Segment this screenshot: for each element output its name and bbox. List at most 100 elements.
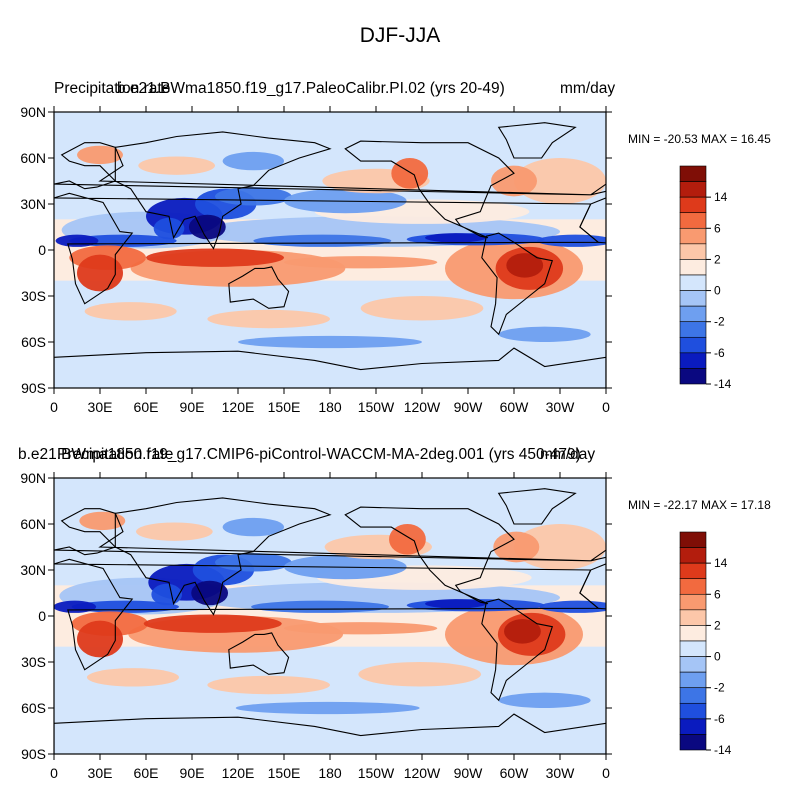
panel-2-colorbar-swatch (679, 609, 707, 626)
panel-1-coast-greenland (497, 122, 577, 159)
panel-2-lon-label: 60E (134, 765, 159, 781)
panel-1-coast-africa-wrap (579, 197, 606, 244)
panel-1-coast-namerica (344, 140, 515, 239)
panel-1-precip-blob (77, 145, 123, 165)
panel-2-coast-namerica (344, 506, 515, 605)
panel-1-lon-label: 30W (546, 399, 576, 415)
panel-1-lon-label: 90W (454, 399, 484, 415)
panel-2-coast-africa-wrap (579, 563, 606, 610)
panel-2-coast-samerica (481, 598, 554, 702)
panel-2-precip-blob (215, 553, 292, 572)
panel-1-lat-label: 30N (20, 196, 46, 212)
panel-2-lon-label: 90W (454, 765, 484, 781)
panel-1-precip-blob (498, 326, 591, 342)
panel-2-precip-blob (235, 701, 420, 715)
panel-1-lon-label: 120W (404, 399, 441, 415)
panel-1-coast-australia (228, 266, 290, 309)
panel-2-min-max: MIN = -22.17 MAX = 17.18 (628, 498, 771, 512)
panel-1-precip-blob (425, 233, 487, 243)
panel-1-colorbar-swatch (679, 290, 707, 307)
panel-1-colorbar-label: 14 (714, 190, 728, 204)
panel-2-precip-blob (86, 668, 179, 687)
panel-1-colorbar-swatch (679, 305, 707, 323)
panel-2-precip-blob (151, 583, 183, 606)
panel-1-colorbar-label: 2 (714, 252, 721, 266)
panel-1-coast-samerica (481, 232, 554, 336)
panel-1-colorbar-swatch (679, 181, 707, 198)
panel-2-precip-blob (207, 675, 330, 695)
panel-2-lon-label: 150W (358, 765, 395, 781)
panel-1-left-title: Precipitation rate (54, 80, 171, 97)
panel-1-colorbar-label: 0 (714, 284, 721, 298)
panel-2-coast-greenland (497, 488, 577, 525)
panel-2-colorbar-label: 14 (714, 556, 728, 570)
panel-1-colorbar-label: -14 (714, 377, 732, 391)
panel-1-coast-europe (54, 142, 591, 196)
panel-2-lon-label: 0 (50, 765, 58, 781)
panel-2-precip-blob (504, 619, 541, 644)
panel-1-precip-blob (146, 248, 284, 267)
panel-2-colorbar-label: 2 (714, 618, 721, 632)
panel-1-lat-label: 90S (21, 380, 46, 396)
panel-1-coast-asia (114, 131, 332, 250)
panel-1-precip-blob (222, 151, 284, 171)
panel-1-colorbar-swatch (679, 352, 707, 369)
figure-title: DJF-JJA (359, 24, 441, 47)
panel-1-lon-label: 90E (180, 399, 205, 415)
panel-2-colorbar-label: -6 (714, 712, 725, 726)
panel-1-lon-label: 30E (88, 399, 113, 415)
panel-1-precip-blob (391, 158, 429, 189)
panel-1-center-title: b.e21.BWma1850.f19_g17.PaleoCalibr.PI.02… (117, 80, 505, 97)
panel-1-precip-blob (84, 302, 177, 321)
panel-2-lat-label: 60S (21, 700, 46, 716)
panel-1-precip-blob (188, 214, 226, 240)
panel-2-colorbar-swatch (679, 547, 707, 564)
panel-1-precip-field (54, 112, 606, 388)
panel-2-lon-label: 0 (602, 765, 610, 781)
panel-1-colorbar-label: -2 (714, 315, 725, 329)
panel-1-precip-blob (238, 335, 422, 349)
panel-2-lon-label: 150E (268, 765, 301, 781)
panel-1-colorbar-swatch (679, 274, 707, 291)
panel-2-precip-blob (222, 517, 284, 537)
panel-2-precip-blob (514, 524, 606, 570)
panel-2-precip-blob (425, 599, 487, 609)
panel-1-colorbar-label: -6 (714, 346, 725, 360)
panel-1-colorbar-swatch (679, 227, 707, 245)
panel-2-left-title: b.e21.BWma1850.f19_g17.CMIP6-piControl-W… (18, 446, 581, 463)
panel-2-colorbar-swatch (679, 562, 707, 580)
panel-1-min-max: MIN = -20.53 MAX = 16.45 (628, 132, 771, 146)
panel-1-colorbar-swatch (679, 321, 707, 338)
panel-1-precip-blob (514, 158, 606, 204)
panel-1-colorbar-swatch (679, 212, 707, 229)
panel-1-lon-label: 150E (268, 399, 301, 415)
panel-2-colorbar-swatch (679, 656, 707, 673)
panel-2-colorbar-label: -2 (714, 681, 725, 695)
panel-1-precip-blob (55, 234, 99, 247)
panel-2-lat-label: 90S (21, 746, 46, 762)
panel-2-lat-label: 30N (20, 562, 46, 578)
panel-2-lon-label: 30E (88, 765, 113, 781)
panel-2-coast-australia (228, 632, 290, 675)
panel-2-precip-blob (539, 600, 606, 613)
panel-1-precip-blob (153, 217, 185, 240)
panel-1-lon-label: 60W (500, 399, 530, 415)
panel-2-coast-asia (114, 497, 332, 616)
panel-2-colorbar-label: -14 (714, 743, 732, 757)
panel-2-colorbar-label: 0 (714, 650, 721, 664)
panel-1: Precipitation rate b.e21.BWma1850.f19_g1… (0, 78, 800, 438)
panel-1-precip-blob (207, 309, 330, 329)
panel-1-colorbar-label: 6 (714, 221, 721, 235)
panel-2-precip-blob (358, 662, 482, 687)
panel-1-units: mm/day (560, 80, 616, 97)
panel-2-lat-label: 30S (21, 654, 46, 670)
panel-1-lon-label: 150W (358, 399, 395, 415)
panel-2-precip-blob (284, 622, 438, 635)
panel-2-colorbar-swatch (679, 671, 707, 689)
panel-2-colorbar-swatch (679, 625, 707, 642)
panel-2-colorbar-swatch (679, 593, 707, 611)
panel-1-coast-antarctica (54, 347, 606, 388)
panel-2-lon-label: 180 (318, 765, 342, 781)
